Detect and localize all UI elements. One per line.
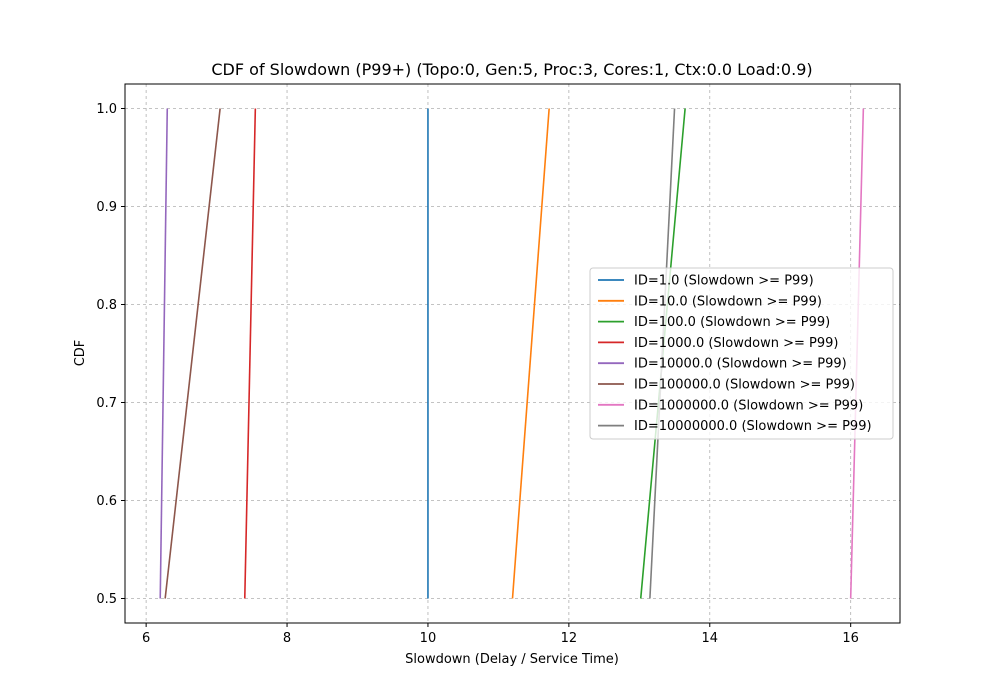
y-tick-label: 0.6 [96, 494, 117, 509]
legend-label: ID=10.0 (Slowdown >= P99) [634, 294, 822, 309]
x-tick-label: 10 [420, 631, 437, 646]
legend-box [589, 267, 894, 440]
y-tick-label: 0.7 [96, 396, 117, 411]
series-line-5 [164, 108, 221, 599]
y-axis-ticks: 0.5 0.6 0.7 0.8 0.9 1.0 [96, 102, 125, 607]
legend-label: ID=1.0 (Slowdown >= P99) [634, 274, 814, 289]
x-tick-label: 8 [283, 631, 291, 646]
x-tick-label: 6 [142, 631, 150, 646]
y-tick-label: 1.0 [96, 102, 117, 117]
legend-label: ID=10000.0 (Slowdown >= P99) [634, 357, 847, 372]
y-axis-label: CDF [73, 340, 88, 367]
y-tick-label: 0.8 [96, 298, 117, 313]
series-line-3 [243, 108, 257, 599]
legend: ID=1.0 (Slowdown >= P99) ID=10.0 (Slowdow… [589, 267, 894, 440]
y-tick-label: 0.5 [96, 592, 117, 607]
x-tick-label: 12 [561, 631, 578, 646]
axes-frame [124, 83, 901, 624]
legend-label: ID=1000.0 (Slowdown >= P99) [634, 336, 838, 351]
legend-label: ID=10000000.0 (Slowdown >= P99) [634, 419, 872, 434]
x-tick-label: 14 [701, 631, 718, 646]
legend-label: ID=1000000.0 (Slowdown >= P99) [634, 398, 863, 413]
series-line-1 [511, 108, 550, 599]
y-tick-label: 0.9 [96, 200, 117, 215]
legend-label: ID=100000.0 (Slowdown >= P99) [634, 378, 855, 393]
legend-items: ID=1.0 (Slowdown >= P99) ID=10.0 (Slowdow… [598, 274, 872, 434]
x-axis-ticks: 6 8 10 12 14 16 [142, 623, 859, 646]
legend-label: ID=100.0 (Slowdown >= P99) [634, 315, 830, 330]
x-axis-label: Slowdown (Delay / Service Time) [405, 652, 619, 667]
chart-title: CDF of Slowdown (P99+) (Topo:0, Gen:5, P… [211, 60, 812, 79]
x-tick-label: 16 [842, 631, 859, 646]
series-line-4 [159, 108, 169, 599]
